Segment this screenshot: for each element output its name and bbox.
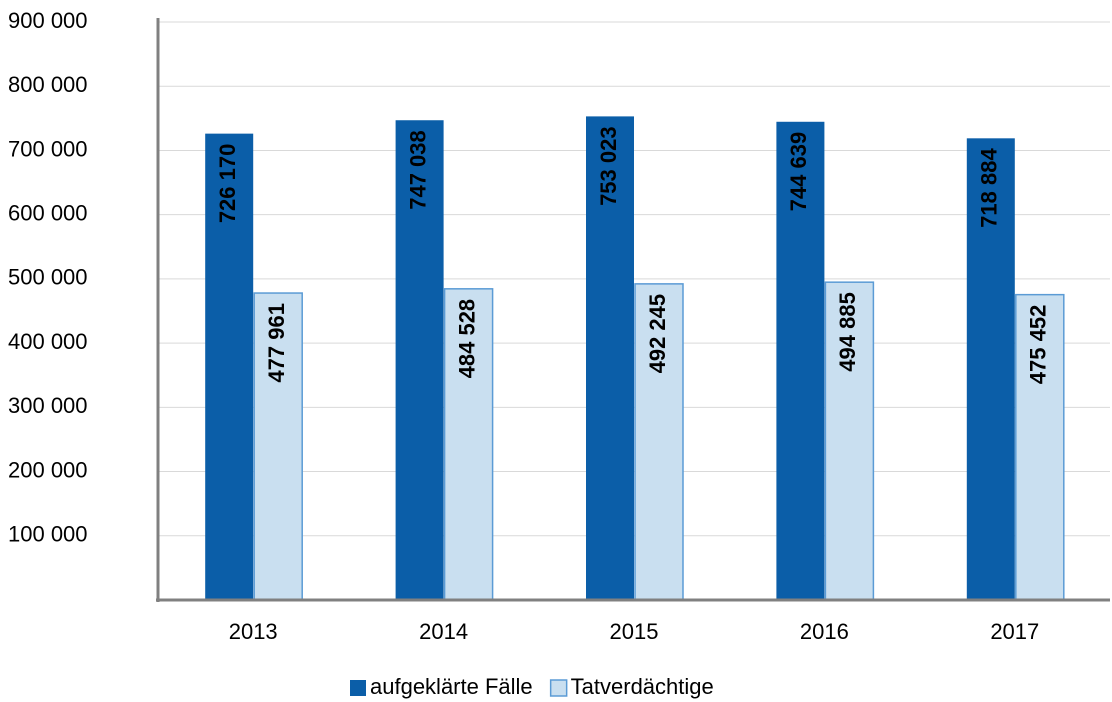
y-tick-label: 500 000	[8, 265, 88, 290]
bar	[634, 283, 684, 601]
y-tick-label: 200 000	[8, 457, 88, 482]
legend-label: aufgeklärte Fälle	[370, 674, 533, 699]
bar	[1015, 293, 1065, 601]
data-label: 744 639	[786, 132, 811, 212]
x-tick-label: 2017	[990, 619, 1039, 644]
data-label: 492 245	[645, 294, 670, 374]
y-tick-label: 700 000	[8, 136, 88, 161]
bar	[205, 133, 254, 600]
data-label: 718 884	[977, 148, 1002, 228]
bar	[776, 121, 825, 601]
legend-swatch	[549, 679, 568, 697]
x-tick-label: 2014	[419, 619, 468, 644]
bar	[966, 138, 1015, 601]
bar	[443, 288, 494, 601]
bar	[586, 116, 634, 600]
data-label: 477 961	[264, 303, 289, 383]
bar	[824, 281, 875, 601]
y-tick-label: 300 000	[8, 393, 88, 418]
legend-label: Tatverdächtige	[571, 674, 714, 699]
data-label: 484 528	[454, 299, 479, 379]
y-tick-label: 800 000	[8, 72, 88, 97]
x-tick-label: 2013	[229, 619, 278, 644]
data-label: 494 885	[835, 292, 860, 372]
y-tick-label: 900 000	[8, 8, 88, 33]
data-label: 747 038	[405, 130, 430, 210]
x-tick-label: 2015	[610, 619, 659, 644]
y-tick-label: 100 000	[8, 522, 88, 547]
data-label: 726 170	[215, 144, 240, 224]
bar	[395, 120, 444, 600]
data-label: 475 452	[1026, 305, 1051, 385]
x-tick-label: 2016	[800, 619, 849, 644]
bar	[253, 292, 303, 601]
y-tick-label: 600 000	[8, 200, 88, 225]
data-label: 753 023	[596, 126, 621, 206]
y-tick-label: 400 000	[8, 329, 88, 354]
legend-swatch	[350, 680, 366, 696]
